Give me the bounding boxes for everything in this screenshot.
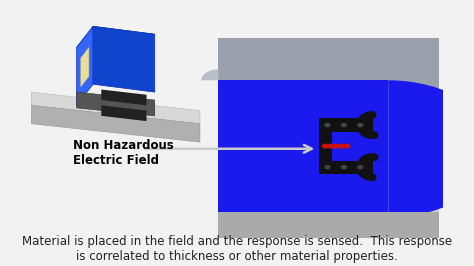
Circle shape [325,123,330,127]
Bar [319,118,332,174]
Circle shape [338,144,344,148]
Wedge shape [388,80,474,217]
Bar [219,38,438,88]
Text: Material is placed in the field and the response is sensed.  This response
is co: Material is placed in the field and the … [22,235,452,263]
Bar [219,80,388,217]
Circle shape [333,144,339,148]
Polygon shape [101,90,146,105]
Polygon shape [93,26,155,92]
Circle shape [328,144,334,148]
Circle shape [341,166,346,169]
Circle shape [322,144,328,148]
Circle shape [358,166,363,169]
Polygon shape [77,92,155,116]
Wedge shape [201,69,219,80]
Polygon shape [101,105,146,121]
Polygon shape [31,92,200,124]
Circle shape [325,166,330,169]
Bar [219,38,438,238]
Circle shape [344,144,350,148]
Bar [219,212,438,238]
Polygon shape [77,26,93,105]
Text: Non Hazardous
Electric Field: Non Hazardous Electric Field [73,139,173,167]
Circle shape [358,123,363,127]
Bar [319,118,373,132]
Circle shape [341,123,346,127]
Polygon shape [81,47,89,87]
Bar [219,208,438,238]
Polygon shape [31,105,200,142]
Bar [319,161,373,174]
Polygon shape [77,26,155,55]
